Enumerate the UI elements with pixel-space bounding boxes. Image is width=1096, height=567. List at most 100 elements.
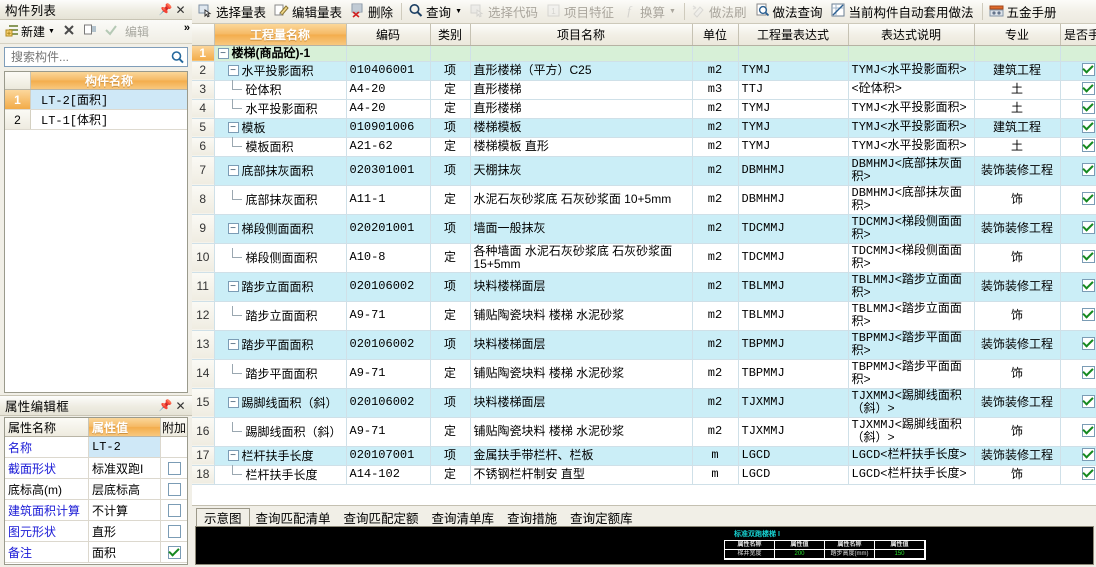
manual-checkbox-icon[interactable] (1081, 307, 1095, 321)
cell-code[interactable]: 010406001 (346, 61, 431, 81)
cell-proj[interactable]: 铺贴陶瓷块料 楼梯 水泥砂浆 (470, 359, 693, 389)
manual-checkbox-icon[interactable] (1081, 62, 1095, 76)
cell-desc[interactable]: TDCMMJ<梯段侧面面积> (848, 214, 975, 244)
cell-proj[interactable]: 不锈钢栏杆制安 直型 (470, 465, 693, 485)
grid-header-proj[interactable]: 项目名称 (470, 24, 693, 46)
cell-expr[interactable]: TBLMMJ (738, 272, 849, 302)
cell-cat[interactable]: 定 (430, 301, 471, 331)
cell-unit[interactable]: m2 (692, 156, 739, 186)
manual-checkbox-icon[interactable] (1081, 365, 1095, 379)
cell-prof[interactable]: 饰 (974, 301, 1061, 331)
manual-checkbox-icon[interactable] (1081, 336, 1095, 350)
cell-proj[interactable]: 块料楼梯面层 (470, 330, 693, 360)
cell-unit[interactable]: m (692, 446, 739, 466)
cell-proj[interactable]: 楼梯模板 (470, 118, 693, 138)
cell-manual[interactable] (1060, 446, 1096, 466)
cell-manual[interactable] (1060, 417, 1096, 447)
grid-header-idx[interactable] (192, 24, 215, 46)
cell-expr[interactable]: TBPMMJ (738, 359, 849, 389)
cell-expr[interactable]: LGCD (738, 446, 849, 466)
cell-cat[interactable]: 定 (430, 185, 471, 215)
cell-code[interactable]: A10-8 (346, 243, 431, 273)
cell-proj[interactable]: 铺贴陶瓷块料 楼梯 水泥砂浆 (470, 301, 693, 331)
row-index[interactable]: 5 (192, 118, 215, 138)
cell-prof[interactable]: 装饰装修工程 (974, 330, 1061, 360)
cell-quantity-name[interactable]: 踏步立面面积 (214, 301, 347, 331)
property-close-icon[interactable]: ✕ (175, 398, 186, 413)
cell-code[interactable]: A9-71 (346, 359, 431, 389)
table-row[interactable]: 3 砼体积 A4-20 定直形楼梯 m3 TTJ <砼体积> 土 (192, 80, 1096, 100)
property-row[interactable]: 截面形状 标准双跑I (5, 458, 187, 479)
grid-header-code[interactable]: 编码 (346, 24, 431, 46)
collapse-toggle-icon[interactable]: − (227, 450, 239, 461)
cell-desc[interactable]: TBLMMJ<踏步立面面积> (848, 301, 975, 331)
row-index[interactable]: 4 (192, 99, 215, 119)
cell-desc[interactable]: TBLMMJ<踏步立面面积> (848, 272, 975, 302)
grid-header-prof[interactable]: 专业 (974, 24, 1061, 46)
cell-expr[interactable]: TYMJ (738, 118, 849, 138)
cell-proj[interactable]: 楼梯模板 直形 (470, 137, 693, 157)
toolbar-edit-table-button[interactable]: 编辑量表 (271, 1, 347, 22)
table-row[interactable]: 15− 踢脚线面积（斜） 020106002 项块料楼梯面层 m2 TJXMMJ TJXMM… (192, 388, 1096, 418)
table-row[interactable]: 16 踢脚线面积（斜） A9-71 定铺贴陶瓷块料 楼梯 水泥砂浆 m2 TJXMMJ TJ… (192, 417, 1096, 447)
chevron-down-icon[interactable]: ▼ (48, 28, 55, 35)
cell-expr[interactable]: TJXMMJ (738, 388, 849, 418)
cell-proj[interactable]: 直形楼梯 (470, 80, 693, 100)
new-component-button[interactable]: 新建 ▼ (3, 22, 57, 42)
collapse-toggle-icon[interactable]: − (227, 65, 239, 76)
cell-quantity-name[interactable]: − 模板 (214, 118, 347, 138)
cell-expr[interactable]: DBMHMJ (738, 185, 849, 215)
cell-manual[interactable] (1060, 301, 1096, 331)
grid-header-name[interactable]: 工程量名称 (214, 24, 347, 46)
cell-quantity-name[interactable]: − 水平投影面积 (214, 61, 347, 81)
cell-unit[interactable]: m (692, 465, 739, 485)
cell-quantity-name[interactable]: − 踢脚线面积（斜） (214, 388, 347, 418)
row-index[interactable]: 12 (192, 301, 215, 331)
property-value[interactable]: 不计算 (89, 500, 161, 520)
cell-manual[interactable] (1060, 388, 1096, 418)
row-index[interactable]: 8 (192, 185, 215, 215)
row-index[interactable]: 15 (192, 388, 215, 418)
cell-cat[interactable]: 定 (430, 137, 471, 157)
cell-unit[interactable]: m2 (692, 118, 739, 138)
cell-proj[interactable]: 各种墙面 水泥石灰砂浆底 石灰砂浆面 15+5mm (470, 243, 693, 273)
cell-prof[interactable]: 装饰装修工程 (974, 156, 1061, 186)
cell-prof[interactable]: 装饰装修工程 (974, 388, 1061, 418)
manual-checkbox-icon[interactable] (1081, 278, 1095, 292)
cell-manual[interactable] (1060, 156, 1096, 186)
table-row[interactable]: 5− 模板 010901006 项楼梯模板 m2 TYMJ TYMJ<水平投影面积> 建筑工程 (192, 118, 1096, 138)
cell-unit[interactable] (692, 45, 739, 62)
cell-cat[interactable]: 项 (430, 156, 471, 186)
property-row[interactable]: 图元形状 直形 (5, 521, 187, 542)
bottom-tab[interactable]: 查询措施 (507, 511, 558, 526)
cell-prof[interactable]: 饰 (974, 359, 1061, 389)
cell-desc[interactable]: TYMJ<水平投影面积> (848, 137, 975, 157)
cell-code[interactable]: A21-62 (346, 137, 431, 157)
component-list-grid[interactable]: 构件名称 1 LT-2[面积] 2 LT-1[体积] (4, 71, 188, 393)
property-grid[interactable]: 属性名称 属性值 附加 名称 LT-2 截面形状 标准双跑I 底标高(m) 层底标高 建筑面… (4, 417, 188, 565)
quantity-grid[interactable]: 工程量名称编码类别项目名称单位工程量表达式表达式说明专业是否手动 1−楼梯(商品… (192, 24, 1096, 485)
table-row[interactable]: 1− 楼梯(商品砼)-1 (192, 45, 1096, 62)
cell-expr[interactable]: DBMHMJ (738, 156, 849, 186)
cell-prof[interactable]: 建筑工程 (974, 118, 1061, 138)
diagram-preview[interactable]: 标准双跑楼梯 I 属性名称 属性值 属性名称 属性值 梯井宽度 200 踏步高度(mm) 15… (195, 526, 1094, 565)
row-index[interactable]: 3 (192, 80, 215, 100)
cell-expr[interactable]: TDCMMJ (738, 243, 849, 273)
cell-manual[interactable] (1060, 61, 1096, 81)
grid-header-expr[interactable]: 工程量表达式 (738, 24, 849, 46)
table-row[interactable]: 10 梯段侧面面积 A10-8 定各种墙面 水泥石灰砂浆底 石灰砂浆面 15+5mm m… (192, 243, 1096, 273)
property-row[interactable]: 备注 面积 (5, 542, 187, 563)
row-index[interactable]: 17 (192, 446, 215, 466)
cell-unit[interactable]: m2 (692, 99, 739, 119)
cell-manual[interactable] (1060, 80, 1096, 100)
property-row[interactable]: 建筑面积计算 不计算 (5, 500, 187, 521)
cell-desc[interactable]: TBPMMJ<踏步平面面积> (848, 330, 975, 360)
cell-desc[interactable]: TBPMMJ<踏步平面面积> (848, 359, 975, 389)
cell-desc[interactable]: LGCD<栏杆扶手长度> (848, 465, 975, 485)
cell-prof[interactable]: 装饰装修工程 (974, 214, 1061, 244)
cell-proj[interactable]: 墙面一般抹灰 (470, 214, 693, 244)
cell-code[interactable]: A9-71 (346, 301, 431, 331)
cell-code[interactable]: 020106002 (346, 330, 431, 360)
cell-expr[interactable]: LGCD (738, 465, 849, 485)
collapse-toggle-icon[interactable]: − (217, 47, 229, 59)
